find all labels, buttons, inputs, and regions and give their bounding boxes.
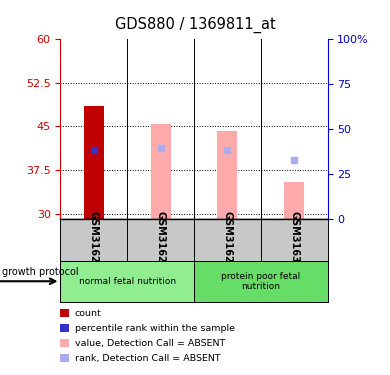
Bar (151, 124, 171, 219)
Text: GSM31630: GSM31630 (289, 211, 299, 269)
Bar (217, 131, 238, 219)
Text: GSM31628: GSM31628 (156, 211, 166, 269)
Text: GSM31627: GSM31627 (89, 211, 99, 269)
Bar (284, 182, 304, 219)
Text: percentile rank within the sample: percentile rank within the sample (75, 324, 235, 333)
Bar (194, 261, 328, 302)
Text: normal fetal nutrition: normal fetal nutrition (79, 277, 176, 286)
Text: value, Detection Call = ABSENT: value, Detection Call = ABSENT (75, 339, 225, 348)
Text: rank, Detection Call = ABSENT: rank, Detection Call = ABSENT (75, 354, 220, 363)
Text: protein poor fetal
nutrition: protein poor fetal nutrition (221, 272, 300, 291)
Text: growth protocol: growth protocol (2, 267, 78, 277)
Text: GDS880 / 1369811_at: GDS880 / 1369811_at (115, 17, 275, 33)
Bar (60, 261, 194, 302)
Bar (84, 106, 104, 219)
Text: count: count (75, 309, 102, 318)
Text: GSM31629: GSM31629 (222, 211, 232, 269)
